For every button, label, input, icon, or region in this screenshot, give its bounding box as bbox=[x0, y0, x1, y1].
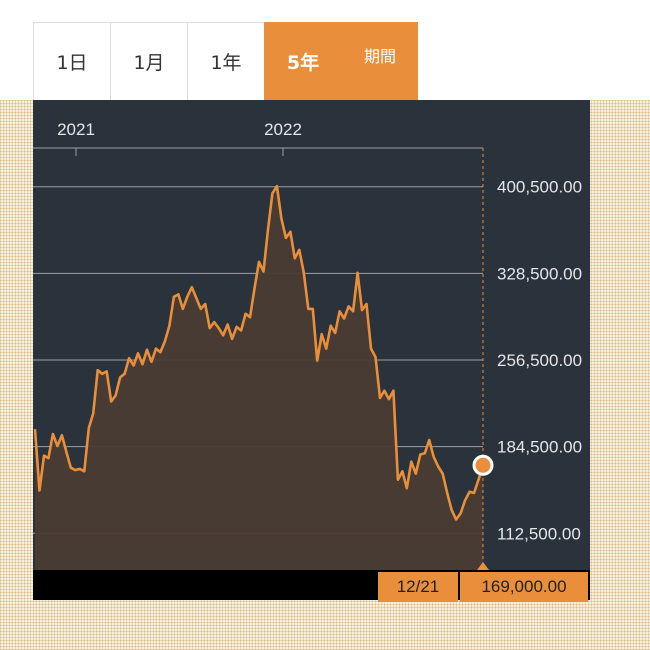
y-tick-label: 256,500.00 bbox=[497, 351, 582, 370]
price-line bbox=[33, 184, 485, 521]
y-tick-label: 184,500.00 bbox=[497, 438, 582, 457]
chart-panel: 400,500.00 328,500.00 256,500.00 184,500.00… bbox=[33, 100, 590, 600]
tab-1-year[interactable]: 1年 bbox=[187, 22, 264, 100]
tab-1-month[interactable]: 1月 bbox=[110, 22, 187, 100]
readout-date: 12/21 bbox=[378, 572, 458, 602]
y-tick-label: 400,500.00 bbox=[497, 178, 582, 197]
tab-1-day[interactable]: 1日 bbox=[33, 22, 110, 100]
y-tick-label: 328,500.00 bbox=[497, 264, 582, 283]
x-tick-label: 2022 bbox=[264, 120, 302, 139]
y-tick-label: 112,500.00 bbox=[497, 524, 581, 543]
current-price-marker[interactable] bbox=[472, 454, 494, 476]
period-tabs: 1日 1月 1年 5年 期間 bbox=[33, 22, 418, 109]
cursor-pointer bbox=[477, 562, 489, 570]
tab-5-years[interactable]: 5年 bbox=[264, 22, 341, 109]
readout-value: 169,000.00 bbox=[460, 572, 588, 602]
price-chart: 400,500.00 328,500.00 256,500.00 184,500.00… bbox=[33, 120, 582, 570]
price-area bbox=[35, 186, 483, 570]
x-tick-label: 2021 bbox=[57, 120, 95, 139]
tab-custom-period[interactable]: 期間 bbox=[341, 22, 418, 100]
